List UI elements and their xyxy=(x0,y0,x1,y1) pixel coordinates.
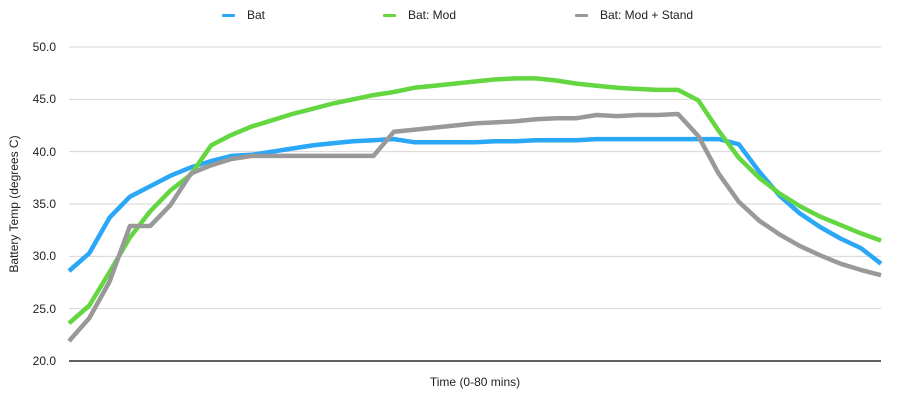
legend-label: Bat: Mod xyxy=(408,8,457,22)
chart-legend: Bat Bat: Mod Bat: Mod + Stand xyxy=(0,8,907,24)
y-tick: 20.0 xyxy=(32,354,56,368)
legend-label: Bat xyxy=(247,8,266,22)
legend-item-bat[interactable]: Bat xyxy=(222,8,265,22)
series-line-bat-mod[interactable] xyxy=(67,76,882,325)
y-axis-label: Battery Temp (degrees C) xyxy=(7,135,21,273)
series-line-bat-mod-stand[interactable] xyxy=(67,111,882,343)
y-tick: 40.0 xyxy=(32,145,56,159)
legend-item-bat-mod[interactable]: Bat: Mod xyxy=(383,8,456,22)
gridlines xyxy=(69,46,881,362)
legend-swatch-icon xyxy=(575,13,588,17)
y-tick: 30.0 xyxy=(32,249,56,263)
y-tick: 50.0 xyxy=(32,40,56,54)
y-tick: 45.0 xyxy=(32,92,56,106)
series-lines xyxy=(67,76,883,343)
series-line-bat[interactable] xyxy=(67,136,883,273)
x-axis-label: Time (0-80 mins) xyxy=(429,375,521,389)
y-tick: 25.0 xyxy=(32,302,56,316)
legend-item-bat-mod-stand[interactable]: Bat: Mod + Stand xyxy=(575,8,693,22)
legend-label: Bat: Mod + Stand xyxy=(600,8,694,22)
y-tick: 35.0 xyxy=(32,197,56,211)
legend-swatch-icon xyxy=(222,13,235,17)
legend-swatch-icon xyxy=(383,13,396,17)
